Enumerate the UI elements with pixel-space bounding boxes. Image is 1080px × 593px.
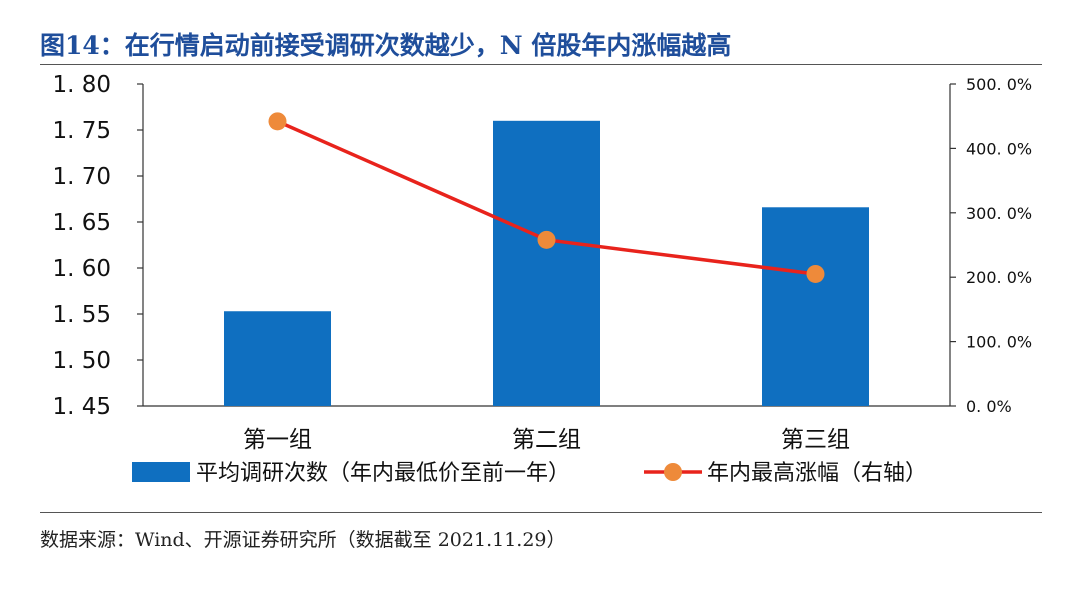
source-note: 数据来源：Wind、开源证券研究所（数据截至 2021.11.29） bbox=[40, 529, 566, 551]
legend-line-label: 年内最高涨幅（右轴） bbox=[707, 461, 927, 486]
right-tick-label: 100. 0% bbox=[966, 333, 1032, 352]
line-point bbox=[268, 112, 287, 131]
left-tick-label: 1. 45 bbox=[52, 394, 111, 420]
bar bbox=[493, 120, 600, 407]
right-tick-label: 400. 0% bbox=[966, 139, 1032, 158]
x-category-label: 第三组 bbox=[781, 427, 850, 453]
legend-line-marker bbox=[664, 463, 682, 481]
left-tick-label: 1. 75 bbox=[52, 118, 111, 144]
line-point bbox=[806, 264, 825, 283]
bar bbox=[762, 207, 869, 406]
source-divider bbox=[40, 512, 1042, 513]
line-point bbox=[537, 230, 556, 249]
left-tick-label: 1. 60 bbox=[52, 256, 111, 282]
left-tick-label: 1. 50 bbox=[52, 348, 111, 374]
right-tick-label: 300. 0% bbox=[966, 204, 1032, 223]
left-tick-label: 1. 70 bbox=[52, 164, 111, 190]
legend-bar-swatch bbox=[132, 462, 190, 482]
left-tick-label: 1. 65 bbox=[52, 210, 111, 236]
right-tick-label: 0. 0% bbox=[966, 397, 1012, 416]
right-tick-label: 500. 0% bbox=[966, 75, 1032, 94]
right-tick-label: 200. 0% bbox=[966, 268, 1032, 287]
bar bbox=[224, 311, 331, 406]
left-tick-label: 1. 55 bbox=[52, 302, 111, 328]
x-category-label: 第一组 bbox=[243, 427, 312, 453]
page-title: 图14：在行情启动前接受调研次数越少，N 倍股年内涨幅越高 bbox=[40, 31, 732, 60]
legend-bar-label: 平均调研次数（年内最低价至前一年） bbox=[196, 461, 570, 486]
chart: 1. 80 1. 75 1. 70 1. 65 1. 60 1. 55 1. 50 1. 45… bbox=[52, 72, 1032, 486]
title-divider bbox=[40, 64, 1042, 65]
left-tick-label: 1. 80 bbox=[52, 72, 111, 98]
x-category-label: 第二组 bbox=[512, 427, 581, 453]
